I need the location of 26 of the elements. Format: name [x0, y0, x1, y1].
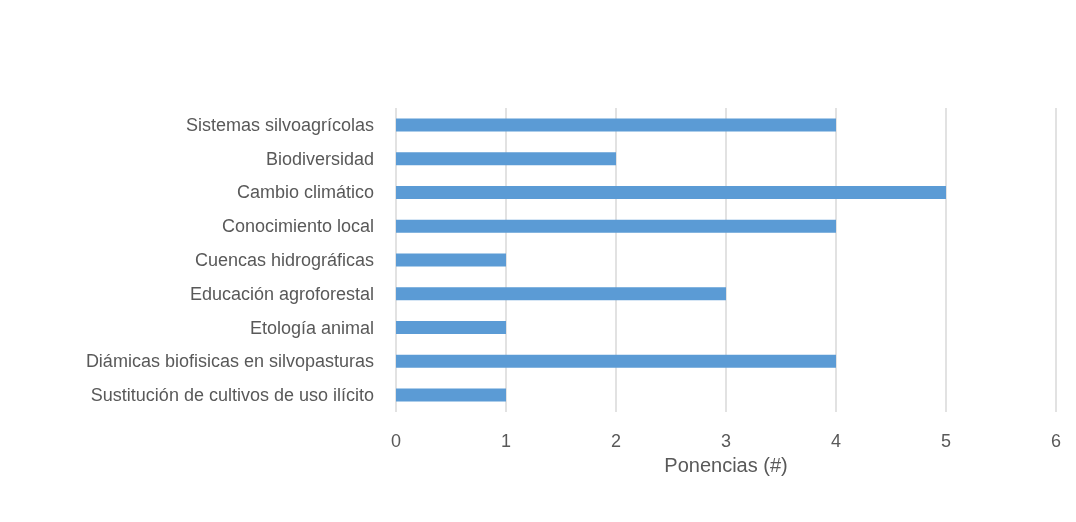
x-tick-label: 0 — [390, 431, 402, 451]
x-tick-label: 6 — [1050, 431, 1062, 451]
bar — [396, 388, 506, 402]
x-tick-label: 1 — [500, 431, 512, 451]
bar — [396, 118, 836, 132]
bar — [396, 185, 946, 199]
bar — [396, 321, 506, 335]
bar — [396, 152, 616, 166]
x-tick-label: 5 — [940, 431, 952, 451]
y-tick-label: Biodiversidad — [265, 148, 374, 169]
y-tick-label: Diámicas biofisicas en silvopasturas — [85, 351, 374, 372]
x-tick-label: 4 — [830, 431, 842, 451]
y-tick-label: Cuencas hidrográficas — [194, 250, 374, 270]
y-tick-label: Educación agroforestal — [189, 283, 374, 304]
x-tick-label: 3 — [720, 431, 732, 451]
bar — [396, 354, 836, 368]
y-tick-label: Conocimiento local — [221, 216, 374, 237]
x-axis-title: Ponencias (#) — [664, 453, 788, 476]
bar — [396, 219, 836, 233]
bar — [396, 287, 726, 301]
y-tick-label: Etología animal — [249, 317, 374, 338]
y-tick-label: Cambio climático — [236, 182, 374, 203]
y-tick-label: Sistemas silvoagrícolas — [185, 114, 374, 135]
bar — [396, 253, 506, 267]
y-tick-label: Sustitución de cultivos de uso ilícito — [90, 385, 374, 406]
x-tick-label: 2 — [610, 431, 622, 451]
